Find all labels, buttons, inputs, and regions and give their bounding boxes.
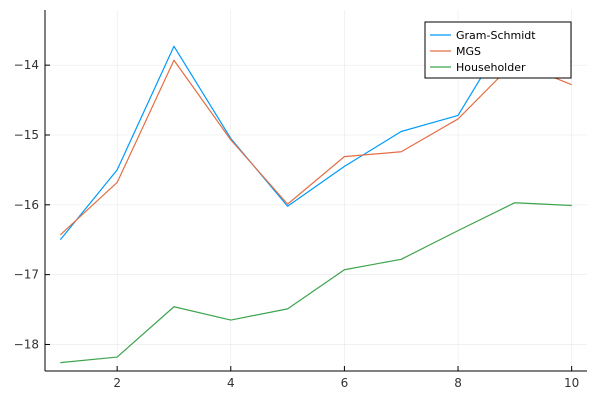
legend: Gram-Schmidt MGS Householder: [424, 21, 572, 79]
tick-marks: [45, 64, 573, 371]
y-tick-label: −17: [14, 268, 39, 282]
axes: [44, 10, 587, 372]
legend-box: [424, 21, 572, 79]
series-line-householder: [60, 202, 572, 364]
x-tick-labels: 2 4 6 8 10: [113, 376, 579, 390]
y-tick-label: −15: [14, 128, 39, 142]
legend-label: MGS: [456, 45, 481, 58]
legend-label: Gram-Schmidt: [456, 29, 536, 42]
x-tick-label: 6: [341, 376, 349, 390]
series-line-mgs: [59, 59, 572, 236]
x-tick-label: 8: [454, 376, 462, 390]
y-tick-label: −14: [14, 58, 39, 72]
y-tick-label: −18: [14, 337, 39, 351]
x-tick-label: 2: [113, 376, 121, 390]
x-tick-label: 4: [227, 376, 235, 390]
legend-label: Householder: [456, 61, 526, 74]
x-tick-label: 10: [564, 376, 579, 390]
y-tick-label: −16: [14, 198, 39, 212]
y-tick-labels: −18 −17 −16 −15 −14: [14, 58, 39, 351]
